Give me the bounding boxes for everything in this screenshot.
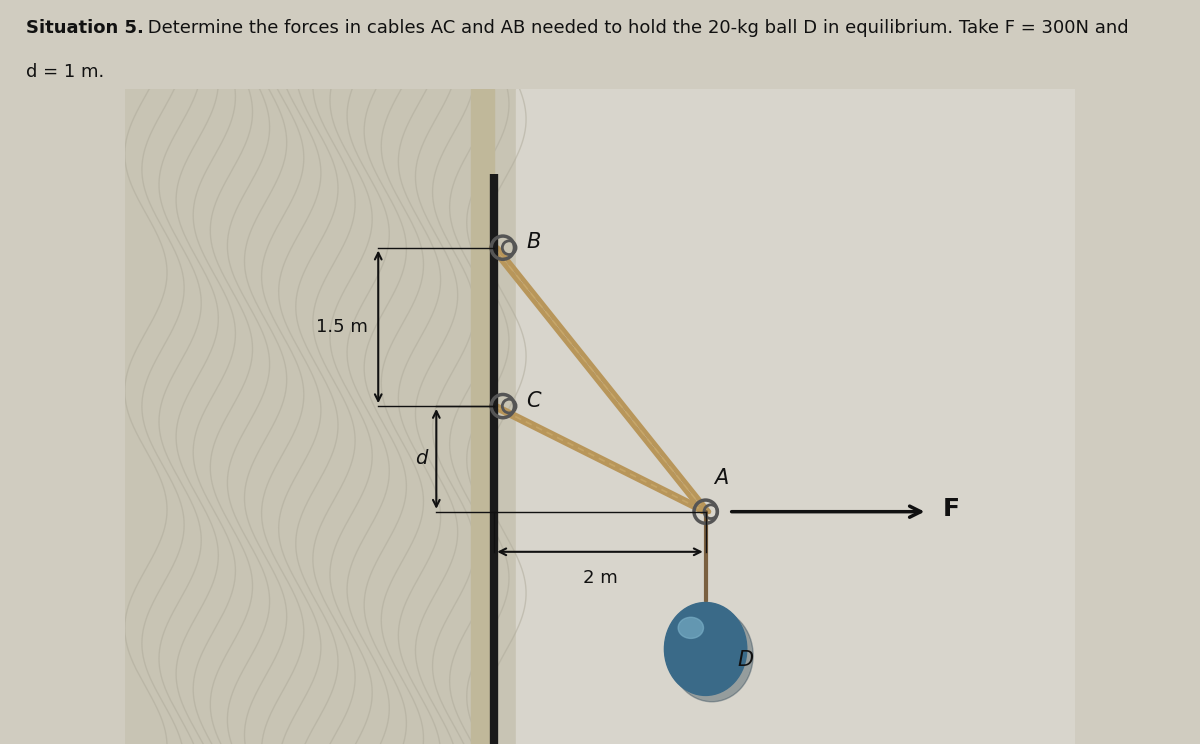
Text: C: C [526, 391, 541, 411]
Text: 2 m: 2 m [583, 568, 617, 587]
Ellipse shape [665, 603, 746, 696]
Text: F: F [943, 496, 960, 521]
Ellipse shape [671, 609, 754, 702]
Text: Determine the forces in cables AC and AB needed to hold the 20-kg ball D in equi: Determine the forces in cables AC and AB… [142, 19, 1128, 36]
Bar [472, 89, 494, 744]
Text: D: D [737, 650, 754, 670]
Text: B: B [526, 232, 540, 252]
Ellipse shape [678, 618, 703, 638]
Text: Situation 5.: Situation 5. [26, 19, 144, 36]
Bar [516, 89, 1075, 744]
Text: d = 1 m.: d = 1 m. [26, 63, 104, 81]
Text: d: d [415, 449, 428, 469]
Text: 1.5 m: 1.5 m [316, 318, 367, 336]
Bar [125, 89, 516, 744]
Text: A: A [714, 469, 728, 489]
